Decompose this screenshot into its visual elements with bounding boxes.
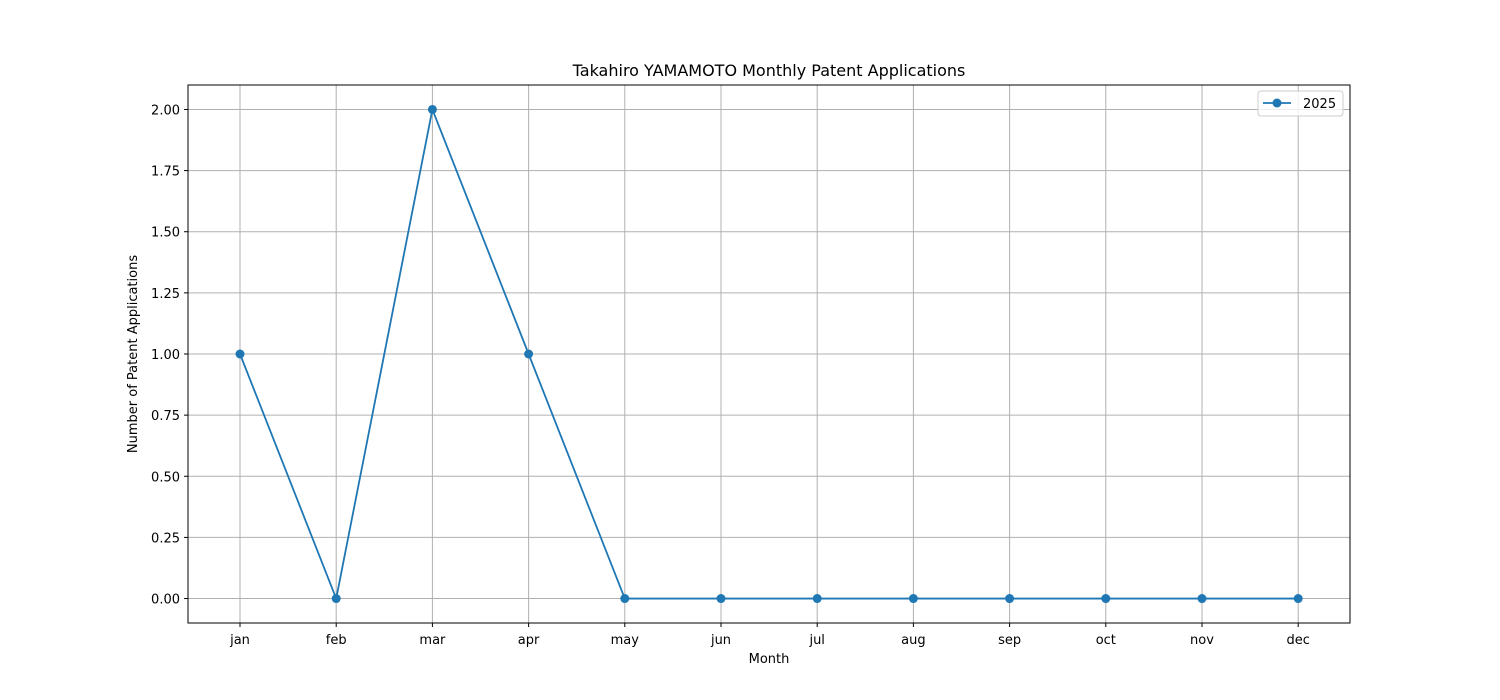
data-point <box>1294 594 1303 603</box>
data-point <box>909 594 918 603</box>
x-tick-label: apr <box>518 633 540 648</box>
x-axis-label: Month <box>749 652 790 667</box>
data-point <box>620 594 629 603</box>
grid-lines <box>188 85 1350 623</box>
x-tick-label: mar <box>419 633 446 648</box>
y-axis-ticks: 0.00 0.25 0.50 0.75 1.00 1.25 1.50 1.75 2.00 <box>151 103 188 607</box>
x-tick-label: oct <box>1096 633 1116 648</box>
y-tick-label: 0.25 <box>151 531 180 546</box>
data-point <box>428 105 437 114</box>
y-tick-label: 0.00 <box>151 593 180 608</box>
data-point <box>1101 594 1110 603</box>
y-tick-label: 0.75 <box>151 409 180 424</box>
data-point <box>332 594 341 603</box>
data-point <box>1198 594 1207 603</box>
x-tick-label: may <box>611 633 640 648</box>
legend-marker-swatch <box>1273 99 1282 108</box>
data-point <box>524 350 533 359</box>
x-tick-label: jan <box>229 633 250 648</box>
data-point <box>717 594 726 603</box>
y-tick-label: 0.50 <box>151 470 180 485</box>
data-point <box>813 594 822 603</box>
y-tick-label: 1.75 <box>151 165 180 180</box>
x-tick-label: jun <box>710 633 731 648</box>
x-tick-label: sep <box>998 633 1021 648</box>
y-axis-label: Number of Patent Applications <box>126 255 141 453</box>
y-tick-label: 1.00 <box>151 348 180 363</box>
y-tick-label: 1.50 <box>151 226 180 241</box>
x-axis-ticks: jan feb mar apr may jun jul aug sep oct nov dec <box>229 623 1310 648</box>
y-tick-label: 1.25 <box>151 287 180 302</box>
legend-label: 2025 <box>1303 97 1336 112</box>
data-point <box>1005 594 1014 603</box>
y-tick-label: 2.00 <box>151 103 180 118</box>
x-tick-label: aug <box>901 633 925 648</box>
data-point <box>236 350 245 359</box>
chart-title: Takahiro YAMAMOTO Monthly Patent Applica… <box>572 61 966 80</box>
x-tick-label: dec <box>1286 633 1309 648</box>
x-tick-label: nov <box>1190 633 1214 648</box>
x-tick-label: jul <box>808 633 824 648</box>
x-tick-label: feb <box>326 633 347 648</box>
legend: 2025 <box>1258 91 1343 116</box>
